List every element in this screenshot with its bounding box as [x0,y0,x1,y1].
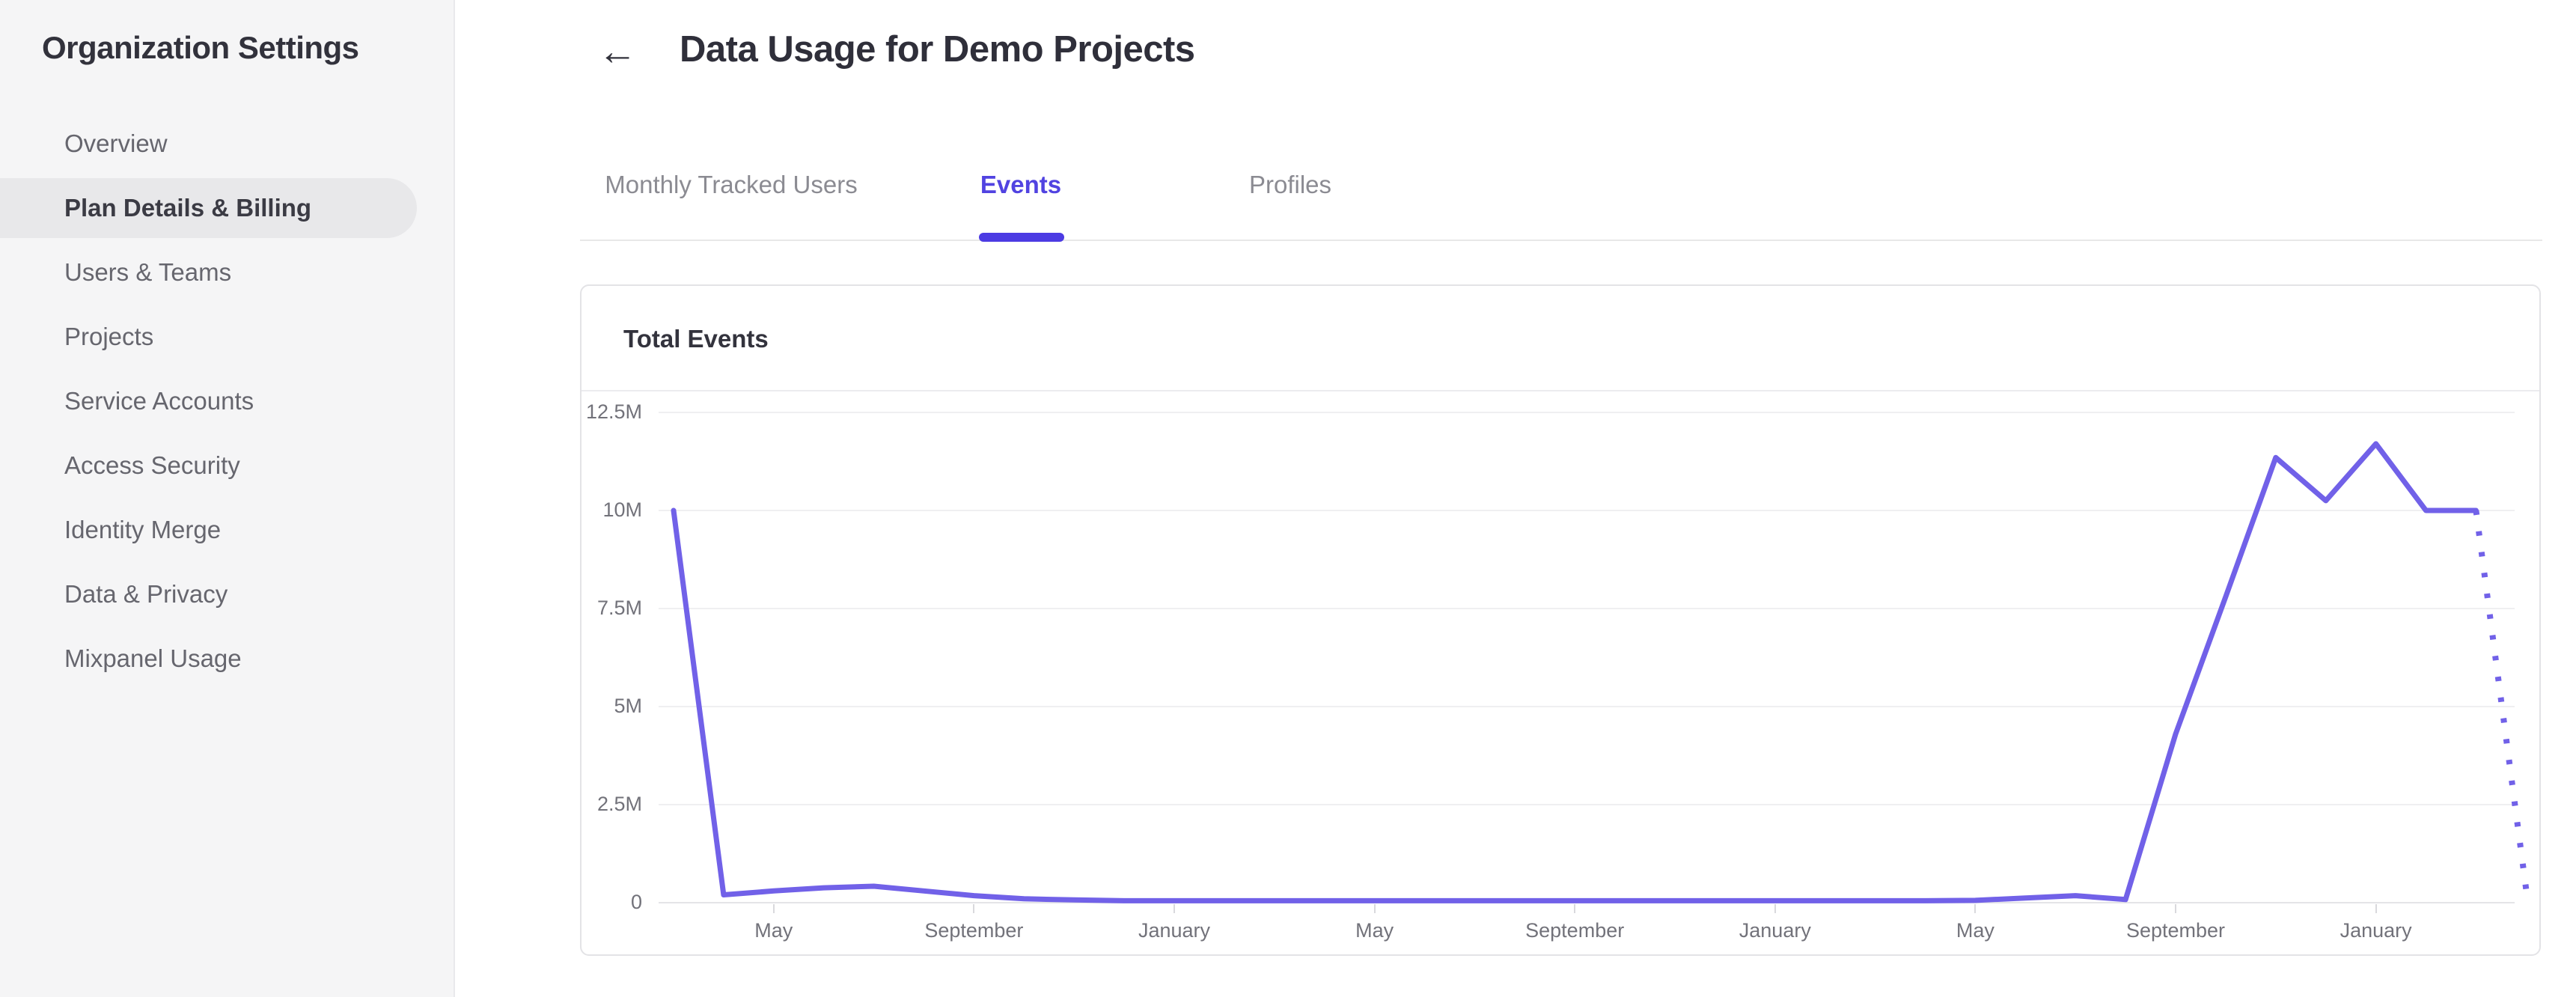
gridline-7.5M [659,608,2515,609]
events-line-solid [671,441,2479,903]
x-axis-label: May [754,919,793,942]
x-axis-tick [2375,904,2377,913]
x-axis-tick [1774,904,1776,913]
x-axis-label: January [1739,919,1811,942]
tab-events[interactable]: Events [980,171,1062,198]
x-axis-label: January [2340,919,2412,942]
gridline-5M [659,706,2515,707]
back-button[interactable]: ← [591,25,644,78]
sidebar-item-identity-merge[interactable]: Identity Merge [64,516,222,543]
x-axis-label: May [1355,919,1394,942]
y-axis-label: 12.5M [585,400,642,423]
card-header-divider [582,390,2539,391]
sidebar-title: Organization Settings [42,30,359,65]
events-line-chart[interactable] [659,404,2530,921]
tab-bar-divider [580,240,2542,241]
x-axis-label: September [2125,919,2226,942]
chart-title: Total Events [623,325,769,353]
x-axis-tick [1574,904,1576,913]
tab-profiles[interactable]: Profiles [1248,171,1332,198]
sidebar-item-access-security[interactable]: Access Security [64,451,240,479]
y-axis-label: 0 [630,891,642,913]
sidebar: Organization Settings Overview Plan Detai… [0,0,455,997]
x-axis-label: September [924,919,1024,942]
sidebar-item-plan-details-billing[interactable]: Plan Details & Billing [0,178,417,238]
x-axis-label: May [1956,919,1994,942]
active-tab-underline [979,233,1064,242]
usage-card [580,284,2541,956]
sidebar-item-users-teams[interactable]: Users & Teams [64,258,232,286]
x-axis-tick [2175,904,2176,913]
x-axis-tick [1173,904,1175,913]
sidebar-item-mixpanel-usage[interactable]: Mixpanel Usage [64,644,242,672]
y-axis-label: 7.5M [596,597,642,619]
x-axis-label: January [1138,919,1211,942]
x-axis-tick [772,904,775,913]
y-axis-label: 2.5M [596,793,642,815]
y-axis-label: 5M [614,695,642,717]
sidebar-item-projects[interactable]: Projects [64,323,154,350]
gridline-10M [659,510,2515,511]
page-title: Data Usage for Demo Projects [680,29,1195,70]
back-arrow-icon: ← [598,30,637,73]
events-line-projected-dotted [2473,510,2530,890]
x-axis-tick [1974,904,1977,913]
x-axis-tick [973,904,975,913]
x-axis-tick [1373,904,1376,913]
gridline-12.5M [659,412,2515,413]
sidebar-item-overview[interactable]: Overview [64,129,168,157]
tab-monthly-tracked-users[interactable]: Monthly Tracked Users [605,171,858,198]
gridline-2.5M [659,804,2515,805]
y-axis-label: 10M [602,498,642,521]
sidebar-item-service-accounts[interactable]: Service Accounts [64,387,254,415]
sidebar-item-data-privacy[interactable]: Data & Privacy [64,580,228,608]
x-axis-label: September [1525,919,1625,942]
